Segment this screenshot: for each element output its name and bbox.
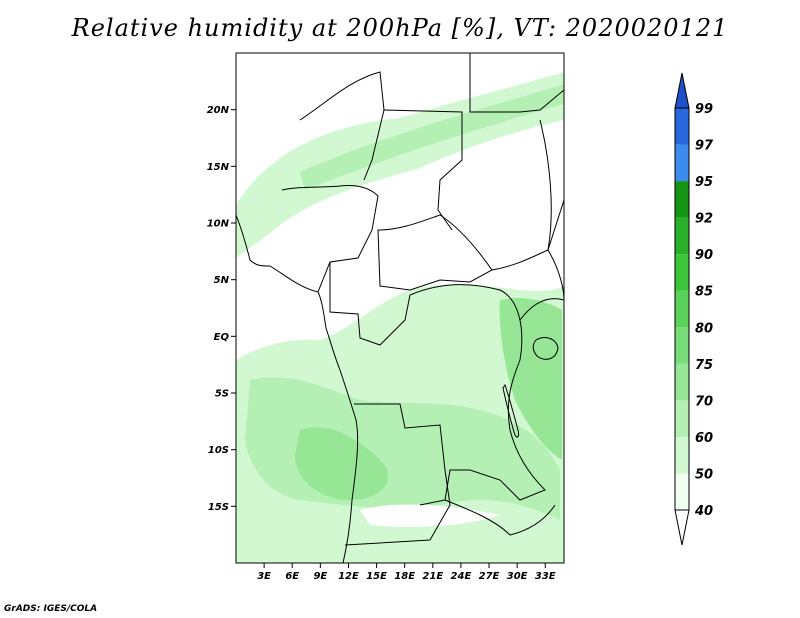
colorbar-label: 97 xyxy=(695,139,714,154)
humidity-patch-angola xyxy=(295,427,389,500)
lon-tick-label: 24E xyxy=(451,571,472,582)
lake-victoria xyxy=(532,337,559,360)
lon-tick-label: 6E xyxy=(285,571,299,582)
colorbar-segment xyxy=(675,436,689,474)
humidity-shading xyxy=(236,72,564,563)
colorbar-outline xyxy=(674,107,690,511)
border-east xyxy=(539,119,564,301)
lon-tick-label: 21E xyxy=(422,571,443,582)
lon-tick-label: 15E xyxy=(366,571,387,582)
lat-tick-label: 10S xyxy=(208,445,229,456)
border-congo xyxy=(329,262,411,346)
coastline-west xyxy=(236,214,359,563)
colorbar-segment xyxy=(675,108,689,145)
map-frame xyxy=(235,52,565,564)
lat-tick-label: 5N xyxy=(214,275,230,286)
colorbar-segment xyxy=(675,473,689,510)
colorbar-label: 90 xyxy=(695,248,713,263)
lon-tick-label: 30E xyxy=(507,571,528,582)
colorbar-upper-arrow xyxy=(674,72,690,109)
lat-tick-label: EQ xyxy=(214,332,230,343)
grads-credit: GrADS: IGES/COLA xyxy=(4,604,98,614)
colorbar-segment xyxy=(675,363,689,401)
humidity-band-north-core xyxy=(300,84,564,190)
colorbar-label: 70 xyxy=(695,394,713,409)
lat-tick-label: 15S xyxy=(208,502,229,513)
lon-tick-label: 33E xyxy=(535,571,556,582)
lon-tick-label: 27E xyxy=(479,571,500,582)
border-sudan xyxy=(469,53,564,113)
border-niger-chad xyxy=(383,109,463,231)
colorbar-lower-arrow xyxy=(674,509,690,546)
border-zambia xyxy=(444,499,556,536)
colorbar-label: 40 xyxy=(694,504,713,519)
lon-tick-label: 12E xyxy=(338,571,359,582)
colorbar-label: 80 xyxy=(695,321,713,336)
colorbar-segment xyxy=(675,254,689,291)
colorbar: 40 50 60 70 75 80 85 90 92 95 97 99 xyxy=(674,72,714,546)
colorbar-segment xyxy=(675,217,689,255)
colorbar-label: 85 xyxy=(695,285,713,300)
colorbar-segment xyxy=(675,181,689,218)
lake-tanganyika xyxy=(502,383,519,438)
border-angola xyxy=(344,403,451,546)
colorbar-segment xyxy=(675,400,689,437)
humidity-region-east xyxy=(499,298,562,460)
colorbar-label: 92 xyxy=(695,212,713,227)
colorbar-segment xyxy=(675,144,689,182)
colorbar-label: 50 xyxy=(695,467,713,482)
colorbar-label: 95 xyxy=(695,175,713,190)
country-borders xyxy=(236,53,564,563)
border-uganda xyxy=(519,298,564,321)
colorbar-label: 99 xyxy=(695,102,713,117)
border-nigeria xyxy=(281,185,379,293)
border-drc xyxy=(409,284,546,506)
map-title: Relative humidity at 200hPa [%], VT: 202… xyxy=(71,14,729,42)
latitude-ticks: 20N 15N 10N 5N EQ 5S 10S 15S xyxy=(207,105,236,513)
lon-tick-label: 9E xyxy=(313,571,327,582)
border-car xyxy=(377,214,493,291)
colorbar-segment xyxy=(675,327,689,364)
lat-tick-label: 15N xyxy=(207,162,230,173)
border-mali-niger xyxy=(299,71,385,181)
longitude-ticks: 3E 6E 9E 12E 15E 18E 21E 24E 27E 30E 33E xyxy=(257,563,556,582)
dry-gap xyxy=(360,504,500,527)
colorbar-label: 75 xyxy=(695,358,713,373)
lat-tick-label: 5S xyxy=(215,389,229,400)
lat-tick-label: 10N xyxy=(207,219,230,230)
lat-tick-label: 20N xyxy=(207,105,230,116)
colorbar-label: 60 xyxy=(695,431,713,446)
lon-tick-label: 3E xyxy=(257,571,271,582)
colorbar-segment xyxy=(675,290,689,328)
lon-tick-label: 18E xyxy=(394,571,415,582)
